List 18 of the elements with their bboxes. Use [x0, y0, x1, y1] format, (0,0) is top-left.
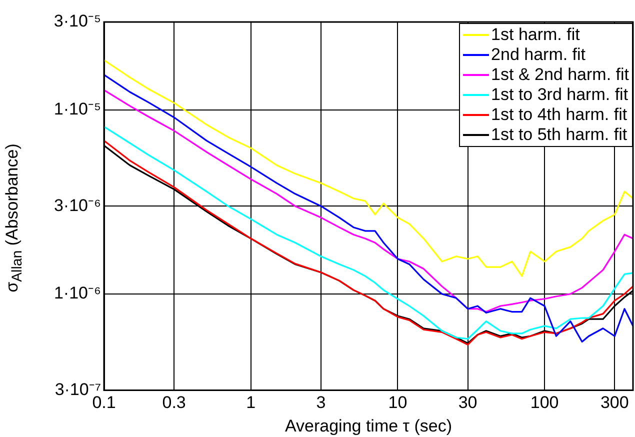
- x-tick-label: 100: [530, 393, 559, 412]
- y-tick-label: 1·10⁻⁶: [54, 284, 101, 303]
- x-tick-label: 3: [316, 393, 326, 412]
- y-tick-label: 3·10⁻⁶: [54, 196, 101, 215]
- legend-label: 1st to 3rd harm. fit: [491, 85, 628, 105]
- x-tick-label: 1: [246, 393, 256, 412]
- x-tick-label: 0.3: [162, 393, 186, 412]
- legend-label: 1st & 2nd harm. fit: [491, 65, 629, 85]
- legend-label: 1st harm. fit: [491, 25, 580, 45]
- legend-label: 1st to 5th harm. fit: [491, 125, 628, 145]
- legend-label: 2nd harm. fit: [491, 45, 586, 65]
- legend-label: 1st to 4th harm. fit: [491, 105, 628, 125]
- x-axis-title: Averaging time τ (sec): [284, 416, 452, 436]
- y-tick-label: 3·10⁻⁵: [54, 12, 101, 31]
- x-tick-label: 10: [388, 393, 408, 412]
- y-tick-label: 1·10⁻⁵: [54, 100, 101, 119]
- x-tick-label: 300: [600, 393, 629, 412]
- x-tick-label: 30: [458, 393, 478, 412]
